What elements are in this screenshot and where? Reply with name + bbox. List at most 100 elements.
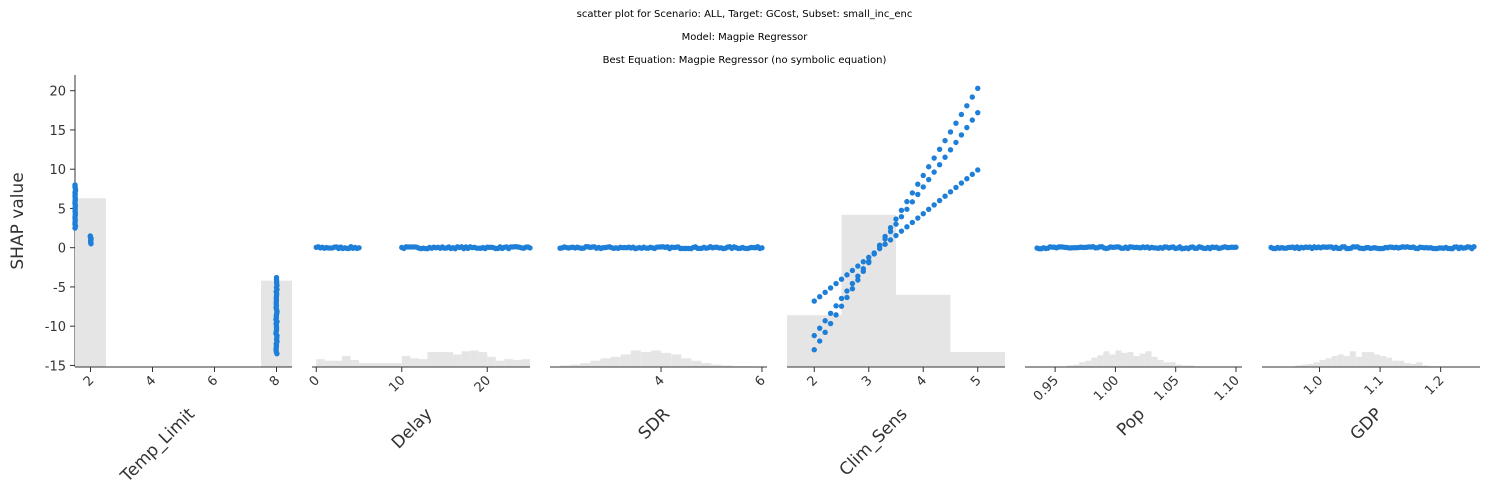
panel-4-point-91 — [969, 94, 975, 100]
panel-5-hist-bar-8 — [1115, 350, 1122, 367]
panel-6-hist-bar-14 — [1380, 356, 1387, 367]
panel-4-point-50 — [915, 191, 921, 198]
panel-5-hist-bar-12 — [1139, 353, 1146, 367]
panel-1-x-tick-label-0: 2 — [81, 373, 97, 389]
y-tick-label-1: -10 — [45, 320, 66, 335]
panel-5-hist-bar-18 — [1175, 364, 1182, 367]
panel-4-point-71 — [860, 268, 866, 275]
panel-2-hist-bar-12 — [453, 354, 462, 367]
panel-6-hist-bar-17 — [1398, 360, 1405, 367]
panel-4-point-30 — [975, 167, 981, 173]
panel-6-x-axis-label: GDP — [1347, 404, 1387, 444]
panel-5-hist-bar-13 — [1145, 351, 1152, 367]
panel-3-hist-bar-11 — [671, 354, 682, 367]
chart-title-line-2: Model: Magpie Regressor — [681, 32, 808, 43]
panel-4-point-62 — [811, 347, 817, 353]
panel-4-hist-bar-2 — [896, 294, 951, 367]
panel-4-point-53 — [931, 169, 937, 175]
panel-4-point-56 — [947, 147, 954, 153]
panel-3-hist-bar-0 — [560, 365, 571, 367]
panel-3-hist-bar-2 — [580, 363, 591, 367]
panel-5-x-tick-label-0: 0.95 — [1031, 373, 1062, 404]
panel-6-hist-bar-12 — [1367, 352, 1375, 367]
panel-6-hist-bar-7 — [1337, 354, 1344, 367]
panel-4-point-2 — [822, 289, 828, 296]
panel-5-x-tick-label-1: 1.00 — [1091, 373, 1122, 404]
panel-4-point-19 — [915, 215, 921, 221]
panel-6-hist-bar-15 — [1386, 357, 1393, 367]
panel-5-hist-bar-15 — [1157, 359, 1164, 367]
panel-4-point-39 — [855, 273, 861, 279]
y-tick-label-7: 20 — [49, 85, 66, 100]
panel-1-x-tick-label-2: 6 — [205, 373, 221, 389]
panel-3-hist-bar-13 — [691, 360, 702, 367]
chart-title-line-1: scatter plot for Scenario: ALL, Target: … — [576, 9, 913, 20]
panel-6-hist-bar-19 — [1410, 363, 1417, 367]
panel-2-hist-bar-19 — [512, 359, 522, 367]
panel-4-point-47 — [898, 214, 905, 220]
panel-4-x-tick-label-2: 4 — [914, 373, 930, 389]
panel-4-point-21 — [926, 206, 932, 213]
panel-3-hist-bar-6 — [620, 354, 631, 367]
panel-4-point-3 — [827, 285, 834, 291]
panel-4-point-89 — [958, 111, 965, 118]
panel-6-x-tick-label-2: 1.2 — [1422, 373, 1447, 398]
panel-5-x-axis-label: Pop — [1113, 404, 1149, 440]
panel-4-point-78 — [898, 207, 905, 214]
panel-4-point-31 — [811, 332, 817, 339]
panel-4-point-10 — [866, 254, 872, 261]
panel-5-hist-bar-7 — [1109, 354, 1116, 367]
panel-2-hist-bar-3 — [341, 356, 351, 367]
panel-4-point-77 — [893, 216, 899, 222]
panel-6-hist-bar-0 — [1295, 365, 1302, 367]
panel-1-point-31 — [87, 233, 93, 239]
panel-2-hist-bar-18 — [504, 359, 513, 367]
panel-4-point-76 — [887, 225, 894, 231]
panel-3-hist-bar-4 — [600, 358, 611, 367]
panel-4-point-6 — [844, 272, 850, 278]
panel-6-point-94 — [1471, 244, 1477, 250]
panel-6-hist-bar-18 — [1404, 363, 1411, 367]
panel-2-hist-bar-13 — [461, 351, 471, 367]
panel-4-point-67 — [838, 303, 845, 309]
panel-2-x-tick-label-1: 10 — [386, 373, 408, 395]
panel-2-hist-bar-2 — [333, 360, 342, 367]
panel-4-point-23 — [936, 197, 943, 204]
panel-1-x-tick-label-1: 4 — [143, 373, 159, 389]
panel-6-hist-bar-5 — [1325, 358, 1332, 367]
panel-4-point-54 — [936, 161, 943, 168]
chart-title-line-3: Best Equation: Magpie Regressor (no symb… — [602, 55, 887, 66]
panel-4-point-80 — [909, 190, 916, 196]
panel-4-point-60 — [969, 117, 975, 123]
panel-6-x-tick-label-0: 1.0 — [1301, 373, 1326, 398]
panel-4-point-74 — [876, 242, 883, 248]
y-tick-label-2: -5 — [53, 281, 66, 296]
panel-5-hist-bar-3 — [1085, 360, 1092, 367]
panel-5-hist-bar-2 — [1079, 362, 1086, 367]
panel-4-point-68 — [844, 294, 850, 301]
panel-4-x-axis-label: Clim_Sens — [836, 404, 912, 480]
panel-3-hist-bar-10 — [661, 352, 672, 367]
panel-2-point-82 — [527, 245, 533, 251]
panel-2-hist-bar-5 — [359, 363, 402, 367]
panel-4-point-32 — [817, 325, 823, 331]
panel-4-point-66 — [833, 312, 839, 318]
panel-2-hist-bar-1 — [324, 360, 334, 367]
panel-2-x-tick-label-2: 20 — [472, 373, 494, 395]
panel-2-hist-bar-11 — [444, 352, 454, 367]
panel-6-hist-bar-21 — [1422, 365, 1429, 367]
panel-3-hist-bar-12 — [681, 358, 692, 367]
panel-3-hist-bar-9 — [650, 350, 662, 367]
panel-4-point-26 — [953, 184, 959, 191]
panel-6-hist-bar-13 — [1374, 354, 1381, 367]
panel-4-point-84 — [931, 155, 937, 161]
panel-4-point-86 — [942, 137, 948, 144]
panel-5-hist-bar-14 — [1151, 356, 1158, 367]
panel-6-hist-bar-8 — [1343, 356, 1350, 367]
panel-4-point-49 — [909, 199, 916, 205]
panel-4-point-0 — [811, 298, 817, 304]
panel-4-point-36 — [838, 295, 845, 302]
panel-6-hist-bar-1 — [1301, 364, 1308, 367]
panel-5-hist-bar-10 — [1127, 352, 1134, 367]
panel-2-hist-bar-0 — [316, 359, 325, 367]
